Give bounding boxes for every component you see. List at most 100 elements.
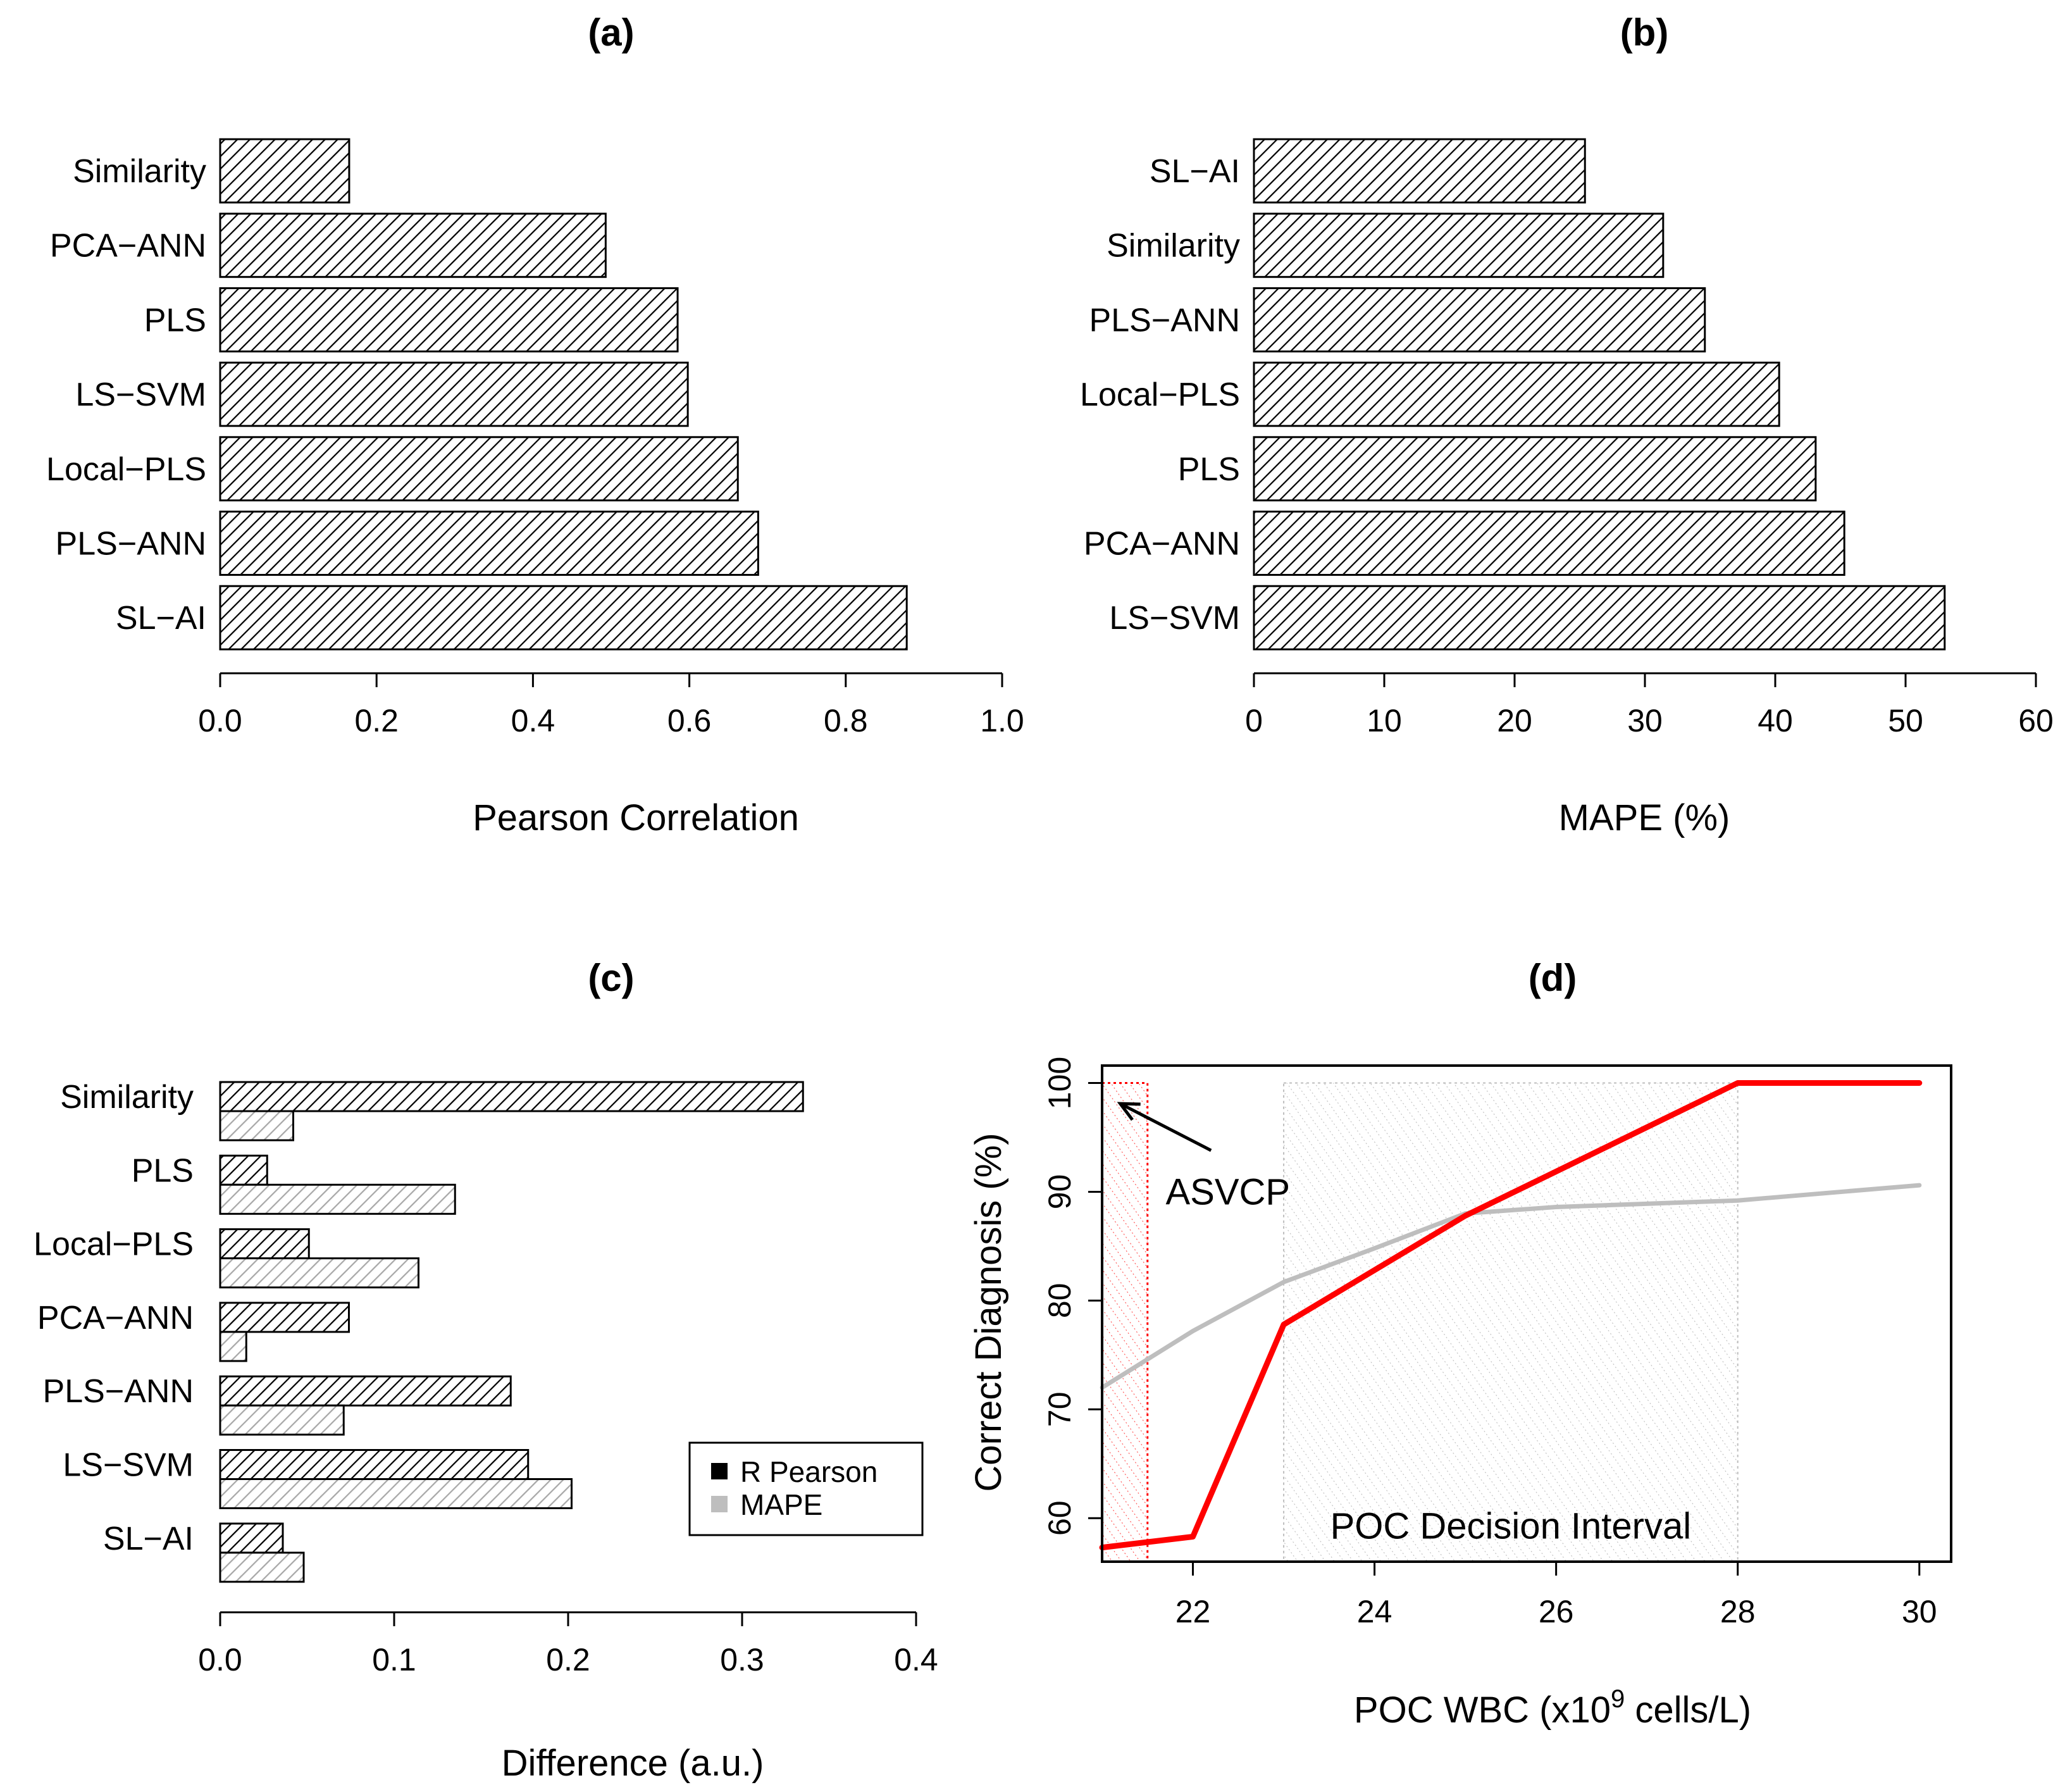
bar-local-pls bbox=[1253, 361, 1780, 427]
tick-label: 0.0 bbox=[198, 703, 242, 738]
tick-label: 0.4 bbox=[511, 703, 555, 738]
panel-c-legend: R Pearson MAPE bbox=[688, 1441, 924, 1536]
panel-a-title: (a) bbox=[588, 11, 634, 54]
region-asvcp bbox=[1101, 1082, 1149, 1563]
category-label-pls-ann: PLS−ANN bbox=[43, 1373, 194, 1410]
panel-c: (c) Similarity PLS Local−PLS PCA−ANN PLS−ANN… bbox=[34, 957, 938, 1784]
category-label-sl-ai: SL−AI bbox=[103, 1521, 194, 1557]
panel-a-category-labels: Similarity PCA−ANN PLS LS−SVM Local−PLS PLS−A… bbox=[46, 153, 206, 637]
panel-b-bars bbox=[1253, 138, 1946, 650]
category-label-ls-svm: LS−SVM bbox=[75, 376, 206, 413]
panel-a-x-axis: 0.0 0.2 0.4 0.6 0.8 1.0 bbox=[198, 672, 1024, 738]
category-label-similarity: Similarity bbox=[73, 153, 206, 190]
panel-d-y-axis: 60 70 80 90 100 bbox=[1042, 1057, 1102, 1536]
panel-d-regions bbox=[1101, 1082, 1739, 1563]
bar-local-pls bbox=[219, 436, 739, 502]
tick-label: 60 bbox=[1042, 1500, 1077, 1536]
panel-b-x-axis: 0 10 20 30 40 50 60 bbox=[1245, 672, 2054, 738]
bar-r-pearson-sl-ai bbox=[219, 1522, 284, 1554]
panel-d-plot-frame bbox=[1101, 1064, 1952, 1563]
bar-r-pearson-pls-ann bbox=[219, 1375, 512, 1407]
panel-a: (a) Similarity PCA−ANN PLS LS−SVM Local−PLS P… bbox=[46, 11, 1024, 838]
category-label-pls: PLS bbox=[132, 1152, 194, 1189]
panel-b-xlabel: MAPE (%) bbox=[1559, 797, 1730, 838]
panel-b: (b) SL−AI Similarity PLS−ANN Local−PLS PLS PC… bbox=[1080, 11, 2054, 838]
bar-similarity bbox=[219, 138, 350, 204]
tick-label: 1.0 bbox=[980, 703, 1024, 738]
arrow-shaft bbox=[1119, 1102, 1212, 1152]
category-label-pls-ann: PLS−ANN bbox=[1089, 302, 1240, 339]
bar-mape-local-pls bbox=[219, 1257, 419, 1289]
bar-r-pearson-pca-ann bbox=[219, 1302, 350, 1333]
annotation-asvcp: ASVCP bbox=[1165, 1171, 1290, 1212]
bar-pls-ann bbox=[219, 511, 759, 576]
tick-label: 0 bbox=[1245, 703, 1263, 738]
legend-swatch-r-pearson bbox=[711, 1463, 728, 1479]
bar-r-pearson-pls bbox=[219, 1154, 268, 1186]
tick-label: 0.4 bbox=[894, 1642, 938, 1677]
bar-r-pearson-similarity bbox=[219, 1081, 804, 1112]
tick-label: 70 bbox=[1042, 1391, 1077, 1427]
panel-a-bars bbox=[219, 138, 908, 650]
panel-c-bars bbox=[219, 1081, 804, 1583]
bar-pls bbox=[1253, 436, 1817, 502]
annotation-poc-decision-interval: POC Decision Interval bbox=[1330, 1505, 1692, 1546]
legend-swatch-mape bbox=[711, 1496, 728, 1512]
tick-label: 24 bbox=[1357, 1594, 1392, 1629]
bar-r-pearson-local-pls bbox=[219, 1228, 310, 1260]
category-label-pls: PLS bbox=[1178, 451, 1240, 488]
tick-label: 28 bbox=[1720, 1594, 1756, 1629]
bar-pls-ann bbox=[1253, 287, 1706, 352]
category-label-pca-ann: PCA−ANN bbox=[1084, 526, 1240, 563]
panel-d-x-axis: 22 24 26 28 30 bbox=[1175, 1562, 1937, 1629]
line-red bbox=[1099, 1080, 1923, 1551]
tick-label: 100 bbox=[1042, 1057, 1077, 1109]
panel-d-annotations: ASVCP POC Decision Interval bbox=[1165, 1171, 1691, 1546]
tick-label: 0.0 bbox=[198, 1642, 242, 1677]
category-label-pls-ann: PLS−ANN bbox=[56, 526, 206, 563]
category-label-pca-ann: PCA−ANN bbox=[37, 1300, 194, 1336]
panel-d-title: (d) bbox=[1529, 957, 1577, 999]
category-label-local-pls: Local−PLS bbox=[1080, 376, 1240, 413]
arrow-head bbox=[1117, 1102, 1141, 1121]
tick-label: 20 bbox=[1497, 703, 1532, 738]
tick-label: 30 bbox=[1902, 1594, 1937, 1629]
panel-c-category-labels: Similarity PLS Local−PLS PCA−ANN PLS−ANN LS−S… bbox=[34, 1079, 194, 1557]
panel-d-xlabel: POC WBC (x109 cells/L) bbox=[1354, 1685, 1751, 1731]
tick-label: 50 bbox=[1888, 703, 1923, 738]
tick-label: 0.3 bbox=[720, 1642, 764, 1677]
bar-mape-pca-ann bbox=[219, 1331, 247, 1362]
legend-label-r-pearson: R Pearson bbox=[740, 1455, 877, 1488]
category-label-ls-svm: LS−SVM bbox=[63, 1447, 194, 1484]
tick-label: 0.8 bbox=[824, 703, 868, 738]
category-label-local-pls: Local−PLS bbox=[34, 1226, 194, 1263]
tick-label: 0.2 bbox=[354, 703, 399, 738]
tick-label: 10 bbox=[1367, 703, 1402, 738]
bar-pca-ann bbox=[1253, 511, 1845, 576]
bar-mape-pls bbox=[219, 1183, 456, 1215]
panel-d-lines bbox=[1099, 1080, 1923, 1551]
tick-label: 80 bbox=[1042, 1283, 1077, 1319]
category-label-similarity: Similarity bbox=[1107, 228, 1240, 264]
bar-mape-pls-ann bbox=[219, 1404, 345, 1436]
category-label-pls: PLS bbox=[144, 302, 206, 339]
tick-label: 40 bbox=[1758, 703, 1793, 738]
panel-d-ylabel: Correct Diagnosis (%) bbox=[968, 1133, 1009, 1491]
bar-sl-ai bbox=[1253, 138, 1586, 204]
tick-label: 0.6 bbox=[667, 703, 712, 738]
legend-label-mape: MAPE bbox=[740, 1488, 822, 1521]
tick-label: 26 bbox=[1539, 1594, 1574, 1629]
tick-label: 22 bbox=[1175, 1594, 1211, 1629]
panel-c-title: (c) bbox=[588, 957, 634, 999]
panel-b-category-labels: SL−AI Similarity PLS−ANN Local−PLS PLS PCA−AN… bbox=[1080, 153, 1240, 637]
tick-label: 30 bbox=[1627, 703, 1663, 738]
category-label-local-pls: Local−PLS bbox=[46, 451, 206, 488]
bar-mape-sl-ai bbox=[219, 1552, 305, 1583]
tick-label: 0.2 bbox=[546, 1642, 590, 1677]
category-label-similarity: Similarity bbox=[60, 1079, 194, 1116]
bar-ls-svm bbox=[1253, 585, 1946, 650]
bar-mape-similarity bbox=[219, 1110, 294, 1142]
bar-pca-ann bbox=[219, 213, 607, 278]
tick-label: 60 bbox=[2018, 703, 2054, 738]
